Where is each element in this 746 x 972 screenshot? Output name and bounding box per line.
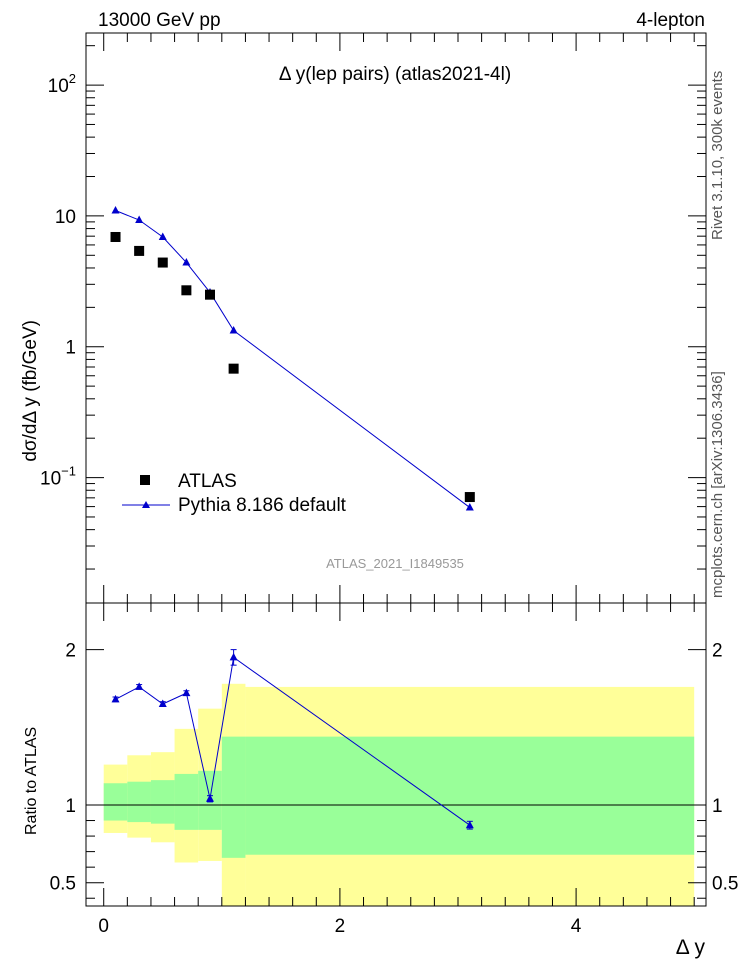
pythia-point bbox=[182, 258, 191, 266]
ratio-pythia-point bbox=[135, 682, 144, 690]
atlas-point bbox=[464, 492, 475, 503]
ratio-band-inner bbox=[127, 781, 151, 823]
ratio-series-layer bbox=[111, 649, 474, 830]
pythia-point bbox=[158, 232, 167, 240]
ratio-y-tick-label-right: 1 bbox=[712, 796, 723, 817]
main-y-tick-label: 10 bbox=[55, 207, 76, 228]
main-panel: Δ y(lep pairs) (atlas2021-4l) ATLAS_2021… bbox=[20, 32, 707, 604]
main-series-layer bbox=[110, 205, 475, 511]
ratio-frame bbox=[85, 602, 707, 907]
ratio-y-tick-label-right: 2 bbox=[712, 641, 723, 662]
legend-marker-atlas bbox=[140, 475, 150, 485]
pythia-line bbox=[115, 210, 471, 508]
ratio-ticks: 0.5 0.5 1 1 2 2 0 2 4 bbox=[50, 603, 738, 937]
pythia-point bbox=[465, 503, 474, 511]
main-title: Δ y(lep pairs) (atlas2021-4l) bbox=[279, 64, 511, 85]
main-y-tick-label: 1 bbox=[65, 338, 76, 359]
pythia-point bbox=[135, 215, 144, 224]
ratio-band-inner bbox=[245, 736, 695, 855]
main-frame bbox=[85, 32, 707, 604]
x-axis-label: Δ y bbox=[676, 936, 706, 959]
atlas-point bbox=[157, 257, 168, 268]
ratio-pythia-point bbox=[229, 652, 238, 661]
pythia-point bbox=[229, 326, 238, 334]
header-right: 4-lepton bbox=[636, 10, 705, 31]
ratio-y-tick-label: 1 bbox=[65, 796, 76, 817]
legend-marker-pythia bbox=[142, 501, 150, 508]
atlas-point bbox=[110, 231, 121, 242]
main-ticks: 10−1 1 10 102 bbox=[40, 33, 706, 603]
x-tick-label: 0 bbox=[98, 916, 109, 937]
atlas-point bbox=[134, 245, 145, 256]
legend: ATLAS Pythia 8.186 default bbox=[122, 471, 347, 516]
legend-label-atlas: ATLAS bbox=[178, 471, 237, 492]
header-left: 13000 GeV pp bbox=[98, 10, 221, 31]
atlas-point bbox=[205, 289, 215, 300]
ratio-y-axis-label: Ratio to ATLAS bbox=[23, 727, 40, 835]
pythia-point bbox=[111, 205, 120, 214]
ratio-pythia-point bbox=[111, 694, 120, 703]
ratio-band-layer bbox=[103, 683, 695, 906]
ratio-pythia-point bbox=[465, 820, 474, 829]
main-y-tick-label: 102 bbox=[48, 71, 76, 97]
ratio-panel: Ratio to ATLAS Δ y 0.5 0.5 1 1 2 2 0 2 4 bbox=[23, 602, 738, 959]
atlas-point bbox=[228, 363, 239, 374]
ratio-y-tick-label: 0.5 bbox=[50, 874, 76, 895]
ratio-pythia-point bbox=[158, 699, 167, 707]
ratio-band-inner bbox=[103, 783, 128, 821]
x-tick-label: 2 bbox=[335, 916, 346, 937]
side-label-rivet: Rivet 3.1.10, 300k events bbox=[709, 71, 726, 240]
ratio-band-inner bbox=[174, 773, 199, 830]
ratio-y-tick-label-right: 0.5 bbox=[712, 874, 738, 895]
ratio-y-tick-label: 2 bbox=[65, 641, 76, 662]
ratio-pythia-point bbox=[206, 794, 214, 802]
main-watermark: ATLAS_2021_I1849535 bbox=[326, 556, 464, 571]
ratio-band-inner bbox=[221, 736, 246, 858]
ratio-band-inner bbox=[150, 780, 175, 824]
atlas-point bbox=[181, 285, 192, 296]
legend-label-pythia: Pythia 8.186 default bbox=[178, 495, 347, 516]
main-y-tick-label: 10−1 bbox=[40, 464, 76, 490]
main-y-axis-label: dσ/dΔ y (fb/GeV) bbox=[20, 320, 41, 462]
ratio-pythia-point bbox=[182, 688, 191, 697]
x-tick-label: 4 bbox=[571, 916, 582, 937]
side-label-mcplots: mcplots.cern.ch [arXiv:1306.3436] bbox=[709, 371, 726, 598]
